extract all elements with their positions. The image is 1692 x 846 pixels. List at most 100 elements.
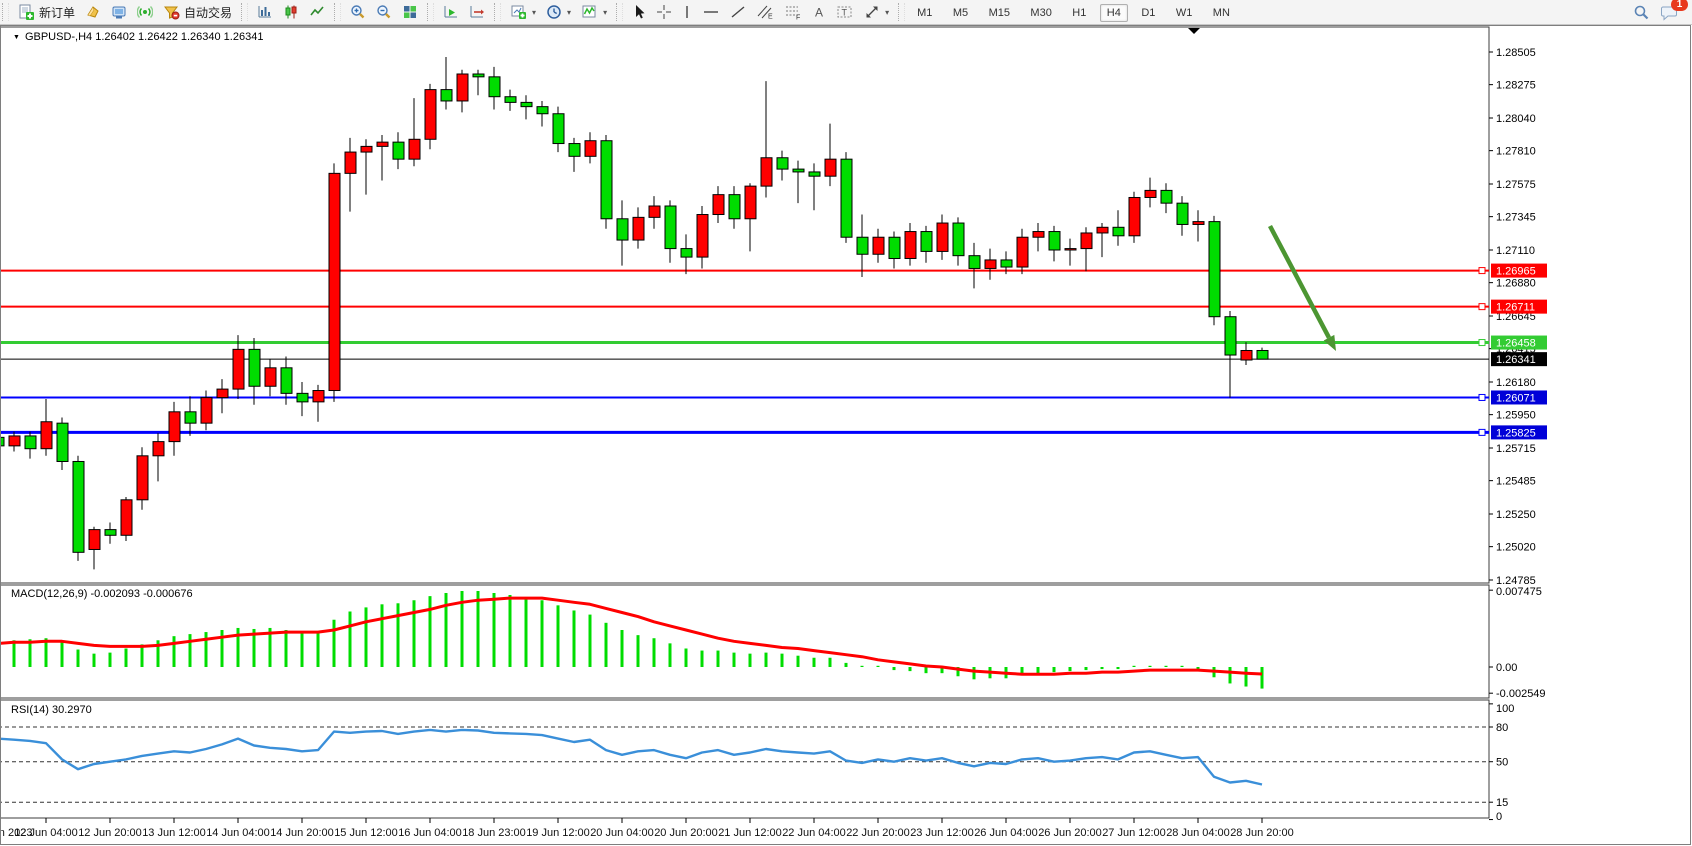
new-order-button[interactable]: 新订单 — [14, 2, 79, 23]
toolbar-separator — [241, 3, 249, 21]
zoom-out-icon — [376, 4, 392, 20]
chart-symbol-title: ▼ GBPUSD-,H4 1.26402 1.26422 1.26340 1.2… — [13, 31, 263, 43]
timeframe-mn[interactable]: MN — [1212, 7, 1230, 19]
toolbar: 新订单 自动交易 — [0, 0, 1692, 25]
fibonacci-tool-button[interactable]: F — [780, 2, 806, 22]
svg-text:1.27575: 1.27575 — [1496, 179, 1536, 191]
text-tool-button[interactable]: A — [808, 2, 830, 22]
timeframe-m1[interactable]: M1 — [917, 7, 933, 19]
timeframe-group: M1 M5 M15 M30 H1 H4 D1 W1 MN — [909, 3, 1238, 22]
svg-text:1.27810: 1.27810 — [1496, 146, 1536, 158]
autotrade-label: 自动交易 — [184, 5, 233, 20]
indicators-icon — [581, 4, 598, 20]
indicators-dropdown[interactable]: ▾ — [577, 2, 611, 22]
svg-text:1.26645: 1.26645 — [1496, 311, 1536, 323]
signals-button[interactable] — [133, 2, 157, 22]
svg-text:26 Jun 20:00: 26 Jun 20:00 — [1038, 827, 1102, 839]
periods-dropdown[interactable]: ▾ — [542, 2, 575, 22]
toolbar-separator — [616, 3, 624, 21]
crosshair-icon — [656, 4, 672, 20]
svg-text:50: 50 — [1496, 757, 1508, 769]
market-watch-button[interactable] — [81, 2, 105, 22]
trendline-tool-button[interactable] — [726, 2, 750, 22]
timeframe-m5[interactable]: M5 — [952, 7, 969, 19]
new-chart-dropdown[interactable]: ▾ — [506, 2, 540, 22]
new-order-icon — [18, 4, 35, 20]
timeframe-d1[interactable]: D1 — [1141, 7, 1156, 19]
timeframe-h1[interactable]: H1 — [1072, 7, 1087, 19]
svg-text:20 Jun 04:00: 20 Jun 04:00 — [590, 827, 654, 839]
toolbar-separator — [898, 3, 906, 21]
auto-scroll-button[interactable] — [439, 2, 463, 22]
trend-arrow-object[interactable] — [1268, 224, 1336, 351]
candlestick-chart-button[interactable] — [279, 2, 303, 22]
svg-text:19 Jun 12:00: 19 Jun 12:00 — [526, 827, 590, 839]
horizontal-line-tool-button[interactable] — [698, 2, 724, 22]
autotrade-icon — [163, 4, 180, 20]
svg-text:1.26341: 1.26341 — [1496, 354, 1536, 366]
svg-text:1.27110: 1.27110 — [1496, 245, 1535, 257]
svg-text:28 Jun 04:00: 28 Jun 04:00 — [1166, 827, 1230, 839]
timeframe-h4[interactable]: H4 — [1099, 4, 1128, 22]
vertical-line-tool-button[interactable] — [678, 2, 696, 22]
price-line-labels: 1.26965 1.26711 1.26458 1.26341 1.26071 1.258… — [1491, 263, 1547, 440]
toolbar-separator — [427, 3, 435, 21]
chevron-down-icon: ▾ — [603, 7, 608, 17]
fibonacci-icon: F — [784, 4, 802, 20]
svg-text:26 Jun 04:00: 26 Jun 04:00 — [974, 827, 1038, 839]
chevron-down-icon: ▾ — [532, 7, 537, 17]
svg-text:15 Jun 12:00: 15 Jun 12:00 — [334, 827, 398, 839]
candlestick-icon — [283, 4, 299, 20]
svg-text:12 Jun 04:00: 12 Jun 04:00 — [14, 827, 78, 839]
cursor-icon — [632, 4, 646, 20]
chat-button[interactable]: 1 — [1656, 0, 1688, 23]
candlesticks — [1, 56, 1269, 570]
timeframe-m30[interactable]: M30 — [1030, 7, 1052, 19]
line-chart-button[interactable] — [305, 2, 329, 22]
expand-triangle-icon[interactable]: ▼ — [13, 33, 20, 41]
svg-text:F: F — [796, 15, 800, 21]
price-chart-canvas[interactable]: 1.28505 1.28275 1.28040 1.27810 1.27575 1.273… — [1, 26, 1692, 846]
search-icon — [1633, 4, 1650, 21]
autotrade-button[interactable]: 自动交易 — [159, 2, 236, 23]
svg-text:22 Jun 04:00: 22 Jun 04:00 — [782, 827, 846, 839]
monitor-icon — [111, 4, 127, 20]
svg-text:1.26180: 1.26180 — [1496, 377, 1536, 389]
cursor-tool-button[interactable] — [628, 2, 650, 22]
svg-text:1.25250: 1.25250 — [1496, 509, 1536, 521]
chevron-down-icon: ▾ — [885, 7, 890, 17]
auto-scroll-icon — [443, 4, 459, 20]
shapes-dropdown[interactable]: ▾ — [860, 2, 893, 22]
tile-windows-button[interactable] — [398, 2, 422, 22]
bar-chart-button[interactable] — [253, 2, 277, 22]
svg-text:16 Jun 04:00: 16 Jun 04:00 — [398, 827, 462, 839]
panel-border — [1, 699, 1490, 819]
chart-window[interactable]: 1.28505 1.28275 1.28040 1.27810 1.27575 1.273… — [0, 25, 1691, 845]
svg-text:1.26711: 1.26711 — [1496, 302, 1535, 314]
zoom-out-button[interactable] — [372, 2, 396, 22]
shift-marker-icon[interactable] — [1188, 28, 1200, 34]
panel-border — [1, 26, 1490, 584]
svg-text:23 Jun 12:00: 23 Jun 12:00 — [910, 827, 974, 839]
timeframe-m15[interactable]: M15 — [988, 7, 1010, 19]
crosshair-tool-button[interactable] — [652, 2, 676, 22]
label-tool-button[interactable]: T — [832, 2, 858, 22]
terminal-button[interactable] — [107, 2, 131, 22]
bar-chart-icon — [257, 4, 273, 20]
toolbar-separator — [334, 3, 342, 21]
svg-text:-0.002549: -0.002549 — [1496, 688, 1546, 700]
svg-text:0.007475: 0.007475 — [1496, 586, 1542, 598]
svg-text:18 Jun 23:00: 18 Jun 23:00 — [462, 827, 526, 839]
svg-text:14 Jun 20:00: 14 Jun 20:00 — [270, 827, 334, 839]
chart-shift-button[interactable] — [465, 2, 489, 22]
channel-tool-button[interactable]: E — [752, 2, 778, 22]
timeframe-w1[interactable]: W1 — [1175, 7, 1193, 19]
trendline-icon — [730, 4, 746, 20]
zoom-in-button[interactable] — [346, 2, 370, 22]
svg-text:1.25950: 1.25950 — [1496, 410, 1536, 422]
new-chart-icon — [510, 4, 527, 20]
signal-icon — [137, 4, 154, 20]
search-button[interactable] — [1629, 2, 1654, 23]
symbol-ohlc-text: GBPUSD-,H4 1.26402 1.26422 1.26340 1.263… — [24, 31, 264, 43]
